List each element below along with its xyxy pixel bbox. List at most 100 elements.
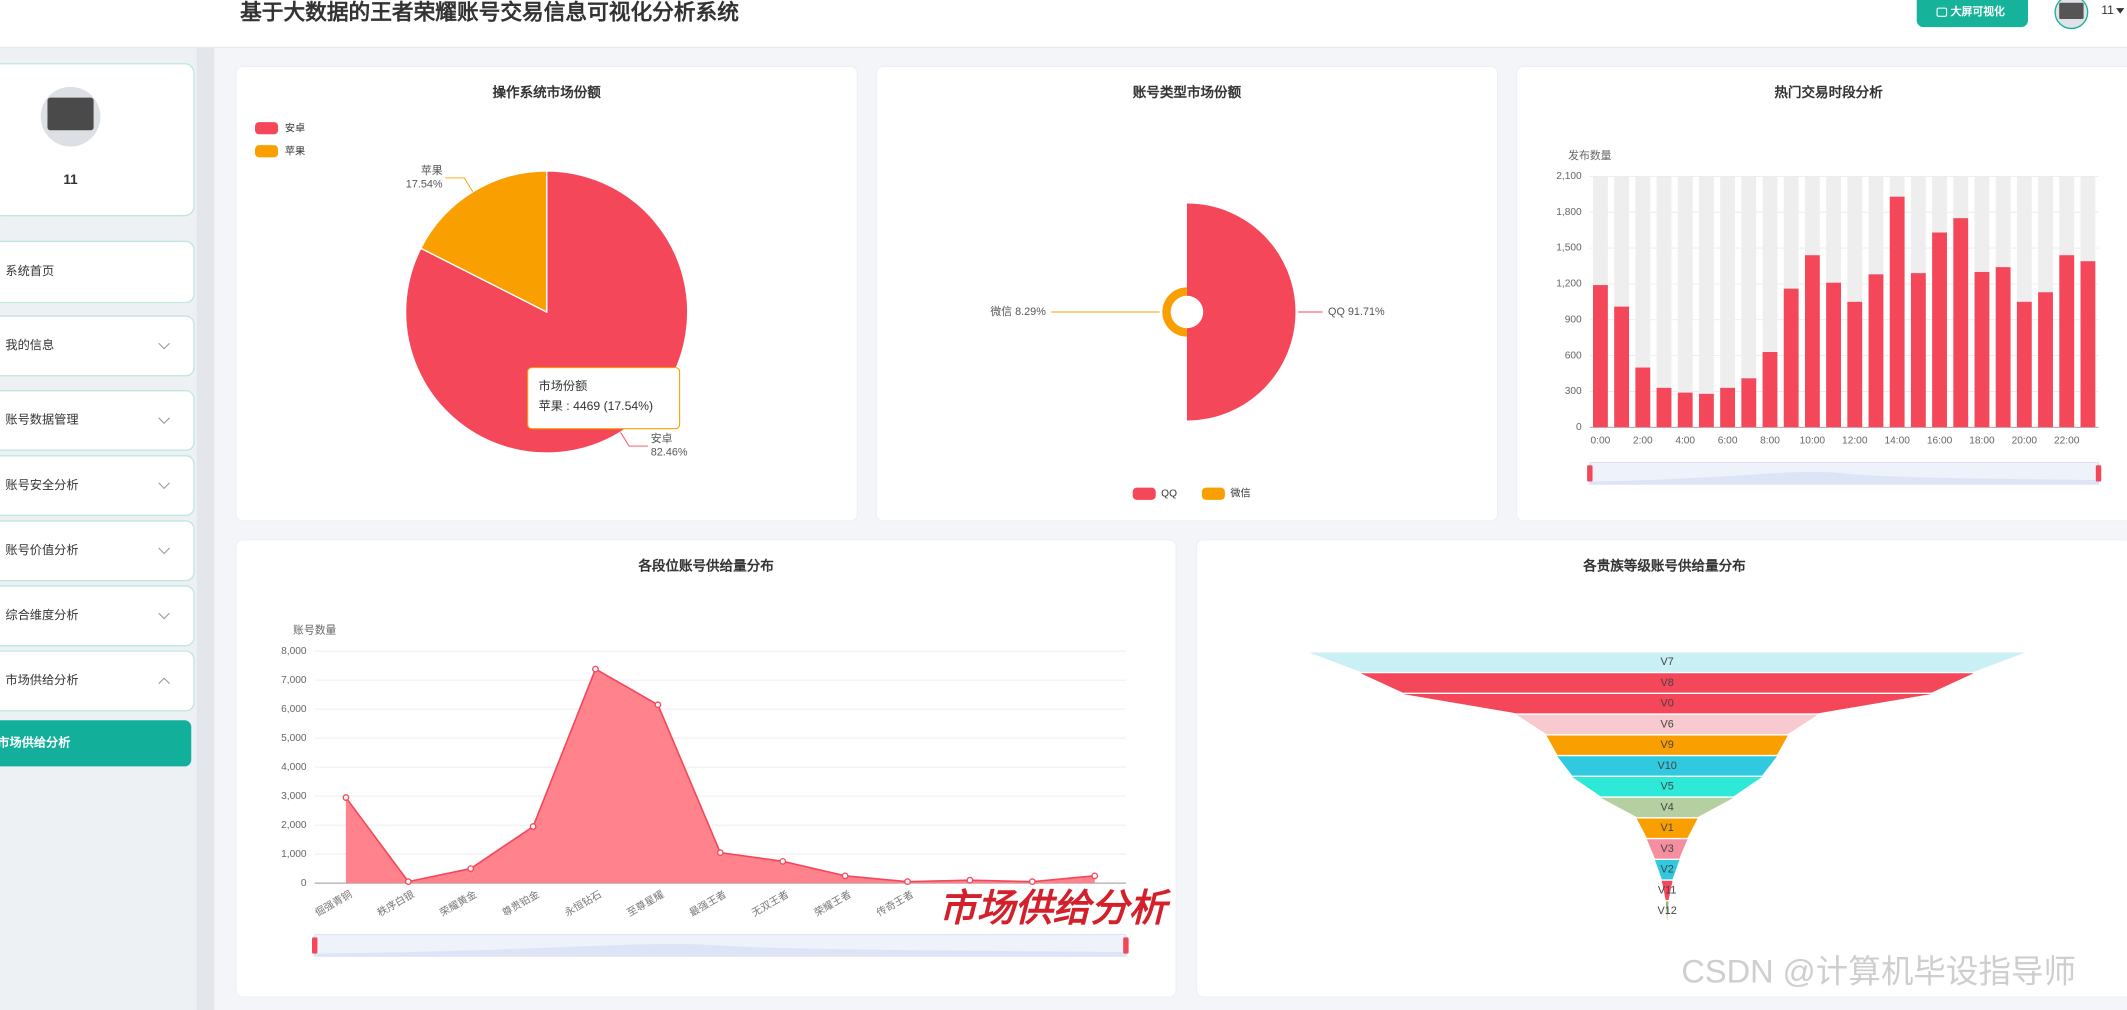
x-tick-label: 20:00 <box>2012 436 2038 447</box>
y-tick-label: 1,800 <box>1556 207 1582 218</box>
y-tick-label: 6,000 <box>281 704 307 715</box>
point <box>841 872 849 880</box>
menu-item[interactable]: 系统首页 <box>0 240 195 304</box>
menu-item-label: 我的信息 <box>5 337 54 352</box>
y-tick-label: 1,000 <box>281 849 307 860</box>
menu-item-bg <box>0 389 195 452</box>
legend-swatch <box>255 145 279 158</box>
menu-item[interactable]: 市场供给分析 <box>0 650 195 712</box>
header-title: 基于大数据的王者荣耀账号交易信息可视化分析系统 <box>240 0 739 24</box>
bar <box>1593 285 1608 428</box>
rose-sector <box>1162 287 1187 337</box>
x-tick-label: 2:00 <box>1633 436 1653 447</box>
y-tick-label: 0 <box>1576 422 1582 433</box>
menu-item[interactable]: 我的信息 <box>0 315 195 377</box>
menu-item[interactable]: 账号价值分析 <box>0 520 195 582</box>
legend-label: 安卓 <box>285 122 305 135</box>
menu-item-bg <box>0 240 195 304</box>
menu-item-bg <box>0 650 195 712</box>
bar <box>1847 301 1863 428</box>
bar <box>1889 196 1905 428</box>
funnel-segment <box>1557 756 1778 776</box>
y-tick-label: 300 <box>1565 386 1582 397</box>
menu-item-label: 账号价值分析 <box>5 542 78 557</box>
bar <box>1995 267 2011 428</box>
button-bg <box>1916 0 2028 28</box>
menu-chevron <box>158 547 170 555</box>
header-user: 11 <box>2101 3 2114 17</box>
y-tick-label: 8,000 <box>281 646 307 657</box>
bar-background <box>1741 176 1757 428</box>
bar-background <box>1698 176 1714 428</box>
sector-label: QQ 91.71% <box>1328 306 1385 318</box>
slice-value-label: 82.46% <box>651 447 688 459</box>
menu-subitem-active[interactable]: 市场供给分析 <box>0 720 192 767</box>
funnel-segment <box>1646 839 1688 859</box>
funnel-segment <box>1665 901 1669 921</box>
zoom-handle <box>1123 937 1129 954</box>
tooltip-title: 市场份额 <box>539 378 588 393</box>
chart-title: 各贵族等级账号供给量分布 <box>1582 558 1746 574</box>
funnel-label: V5 <box>1661 781 1674 793</box>
slice-label: 苹果 <box>421 163 443 177</box>
big-screen-button[interactable]: 大屏可视化 <box>1916 0 2028 28</box>
tooltip-box <box>527 367 681 430</box>
sector-value: 8.29% <box>1015 306 1046 318</box>
y-tick-label: 1,500 <box>1556 243 1582 254</box>
rose-sector <box>1186 203 1296 421</box>
zoom-handle <box>2095 465 2102 482</box>
funnel-label: V0 <box>1661 698 1674 710</box>
funnel-label: V4 <box>1661 801 1674 813</box>
y-axis-name: 发布数量 <box>1568 148 1612 162</box>
x-tick-label: 0:00 <box>1591 436 1611 447</box>
legend-label: QQ <box>1161 488 1177 499</box>
legend-label: 微信 <box>1230 486 1250 499</box>
menu-item-bg <box>0 520 195 582</box>
bar <box>1826 282 1841 428</box>
zoom-slider-shadow <box>1589 471 2099 485</box>
menu-item[interactable]: 账号安全分析 <box>0 455 195 517</box>
user-card <box>0 63 195 217</box>
bar <box>1677 392 1693 428</box>
menu-item[interactable]: 综合维度分析 <box>0 585 195 647</box>
legend-swatch <box>255 122 279 135</box>
watermark-csdn: CSDN @计算机毕设指导师 <box>1681 954 2076 990</box>
legend-swatch <box>1132 487 1156 500</box>
funnel-segment <box>1516 714 1818 735</box>
bar <box>1698 393 1714 428</box>
funnel-segment <box>1546 735 1788 755</box>
bar <box>1741 378 1757 428</box>
menu-subitem-label: 市场供给分析 <box>0 735 70 750</box>
zoom-slider-shadow <box>314 943 1126 957</box>
zoom-handle <box>311 937 318 954</box>
funnel-segment <box>1654 860 1680 880</box>
menu-item-label: 账号数据管理 <box>5 412 78 427</box>
menu-item-label: 综合维度分析 <box>5 607 78 622</box>
funnel-segment <box>1309 652 2026 672</box>
point <box>1091 872 1099 880</box>
bar <box>1910 273 1926 428</box>
x-tick-label: 12:00 <box>1842 436 1868 447</box>
bar <box>2038 292 2053 428</box>
y-tick-label: 0 <box>301 878 307 889</box>
menu-item-bg <box>0 585 195 647</box>
slice-label: 安卓 <box>651 431 673 445</box>
chart-title: 操作系统市场份额 <box>492 84 601 100</box>
chart-panel <box>1516 65 2127 522</box>
funnel-label: V8 <box>1661 677 1674 689</box>
bar <box>1783 288 1799 428</box>
button-icon <box>1936 7 1948 17</box>
menu-chevron <box>158 342 170 350</box>
menu-item[interactable]: 账号数据管理 <box>0 389 195 452</box>
bar-background <box>1677 176 1693 428</box>
x-tick-label: 10:00 <box>1800 436 1826 447</box>
user-name: 11 <box>63 172 78 187</box>
button-label: 大屏可视化 <box>1951 4 2005 18</box>
x-tick-label: 14:00 <box>1884 436 1910 447</box>
menu-chevron <box>158 482 170 490</box>
label-line <box>620 431 649 447</box>
watermark-caption: 市场供给分析 <box>939 885 1172 930</box>
bar <box>1974 271 1990 428</box>
